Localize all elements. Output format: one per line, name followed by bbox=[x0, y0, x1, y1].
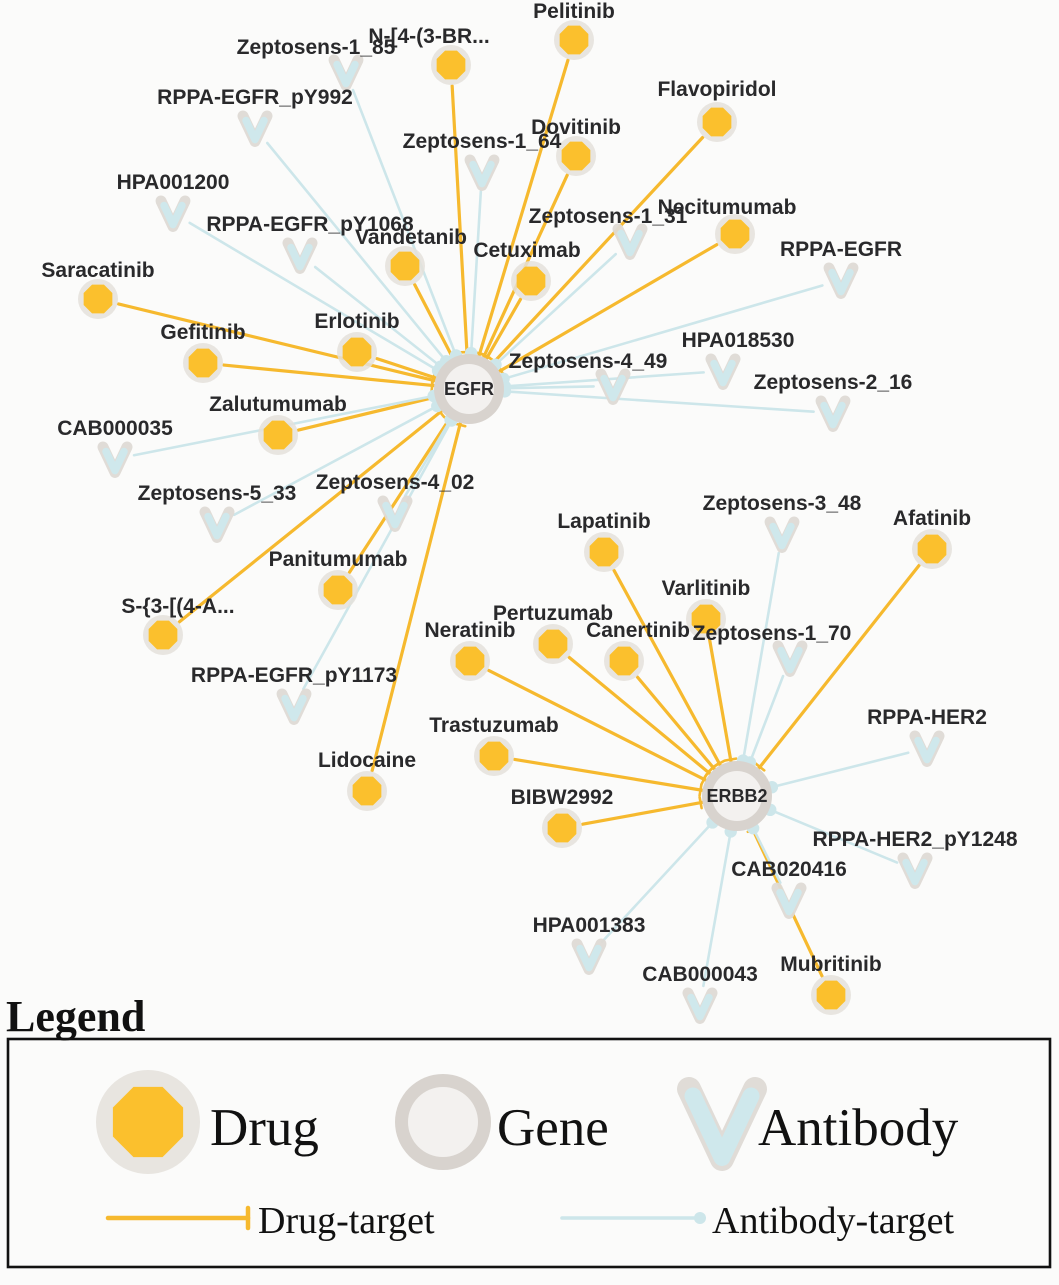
svg-text:RPPA-HER2_pY1248: RPPA-HER2_pY1248 bbox=[812, 828, 1017, 851]
svg-text:HPA001383: HPA001383 bbox=[533, 914, 646, 937]
svg-text:Zeptosens-4_49: Zeptosens-4_49 bbox=[509, 350, 668, 373]
svg-text:Trastuzumab: Trastuzumab bbox=[429, 714, 559, 737]
svg-text:Zeptosens-5_33: Zeptosens-5_33 bbox=[138, 482, 297, 505]
svg-text:Antibody: Antibody bbox=[758, 1099, 959, 1157]
svg-text:Afatinib: Afatinib bbox=[893, 507, 971, 530]
svg-text:Drug-target: Drug-target bbox=[258, 1200, 435, 1242]
svg-text:ERBB2: ERBB2 bbox=[706, 786, 767, 806]
svg-text:Erlotinib: Erlotinib bbox=[314, 310, 399, 333]
svg-text:Zeptosens-1_31: Zeptosens-1_31 bbox=[529, 205, 688, 228]
svg-text:Gefitinib: Gefitinib bbox=[160, 321, 245, 344]
svg-text:CAB020416: CAB020416 bbox=[731, 858, 847, 881]
svg-text:Flavopiridol: Flavopiridol bbox=[657, 78, 776, 101]
svg-text:RPPA-EGFR_pY1173: RPPA-EGFR_pY1173 bbox=[191, 664, 397, 687]
svg-text:Zeptosens-1_64: Zeptosens-1_64 bbox=[403, 130, 562, 153]
svg-text:BIBW2992: BIBW2992 bbox=[511, 786, 614, 809]
svg-text:Varlitinib: Varlitinib bbox=[662, 577, 751, 600]
svg-text:Zeptosens-1_85: Zeptosens-1_85 bbox=[237, 36, 396, 59]
svg-text:Zeptosens-3_48: Zeptosens-3_48 bbox=[703, 492, 862, 515]
svg-text:Mubritinib: Mubritinib bbox=[780, 953, 881, 976]
svg-text:Antibody-target: Antibody-target bbox=[712, 1200, 954, 1242]
svg-text:Zalutumumab: Zalutumumab bbox=[209, 393, 347, 416]
svg-text:Saracatinib: Saracatinib bbox=[41, 259, 154, 282]
svg-text:Legend: Legend bbox=[6, 992, 145, 1041]
svg-text:S-{3-[(4-A...: S-{3-[(4-A... bbox=[121, 595, 234, 618]
svg-text:Gene: Gene bbox=[497, 1099, 609, 1157]
svg-text:Lidocaine: Lidocaine bbox=[318, 749, 416, 772]
svg-text:EGFR: EGFR bbox=[444, 379, 494, 399]
svg-text:Zeptosens-4_02: Zeptosens-4_02 bbox=[316, 471, 475, 494]
svg-text:Canertinib: Canertinib bbox=[586, 619, 690, 642]
svg-text:RPPA-EGFR_pY1068: RPPA-EGFR_pY1068 bbox=[206, 213, 414, 236]
svg-text:HPA001200: HPA001200 bbox=[117, 171, 230, 194]
svg-text:Panitumumab: Panitumumab bbox=[269, 548, 408, 571]
svg-text:Pelitinib: Pelitinib bbox=[533, 0, 615, 23]
svg-text:Cetuximab: Cetuximab bbox=[473, 239, 580, 262]
svg-text:CAB000043: CAB000043 bbox=[642, 963, 758, 986]
svg-text:Lapatinib: Lapatinib bbox=[557, 510, 650, 533]
svg-text:RPPA-EGFR_pY992: RPPA-EGFR_pY992 bbox=[157, 86, 353, 109]
svg-text:CAB000035: CAB000035 bbox=[57, 417, 173, 440]
svg-text:RPPA-EGFR: RPPA-EGFR bbox=[780, 238, 902, 261]
svg-text:Zeptosens-2_16: Zeptosens-2_16 bbox=[754, 371, 913, 394]
svg-text:HPA018530: HPA018530 bbox=[682, 329, 795, 352]
svg-text:Zeptosens-1_70: Zeptosens-1_70 bbox=[693, 622, 852, 645]
svg-text:RPPA-HER2: RPPA-HER2 bbox=[867, 706, 987, 729]
svg-text:Drug: Drug bbox=[210, 1099, 319, 1157]
